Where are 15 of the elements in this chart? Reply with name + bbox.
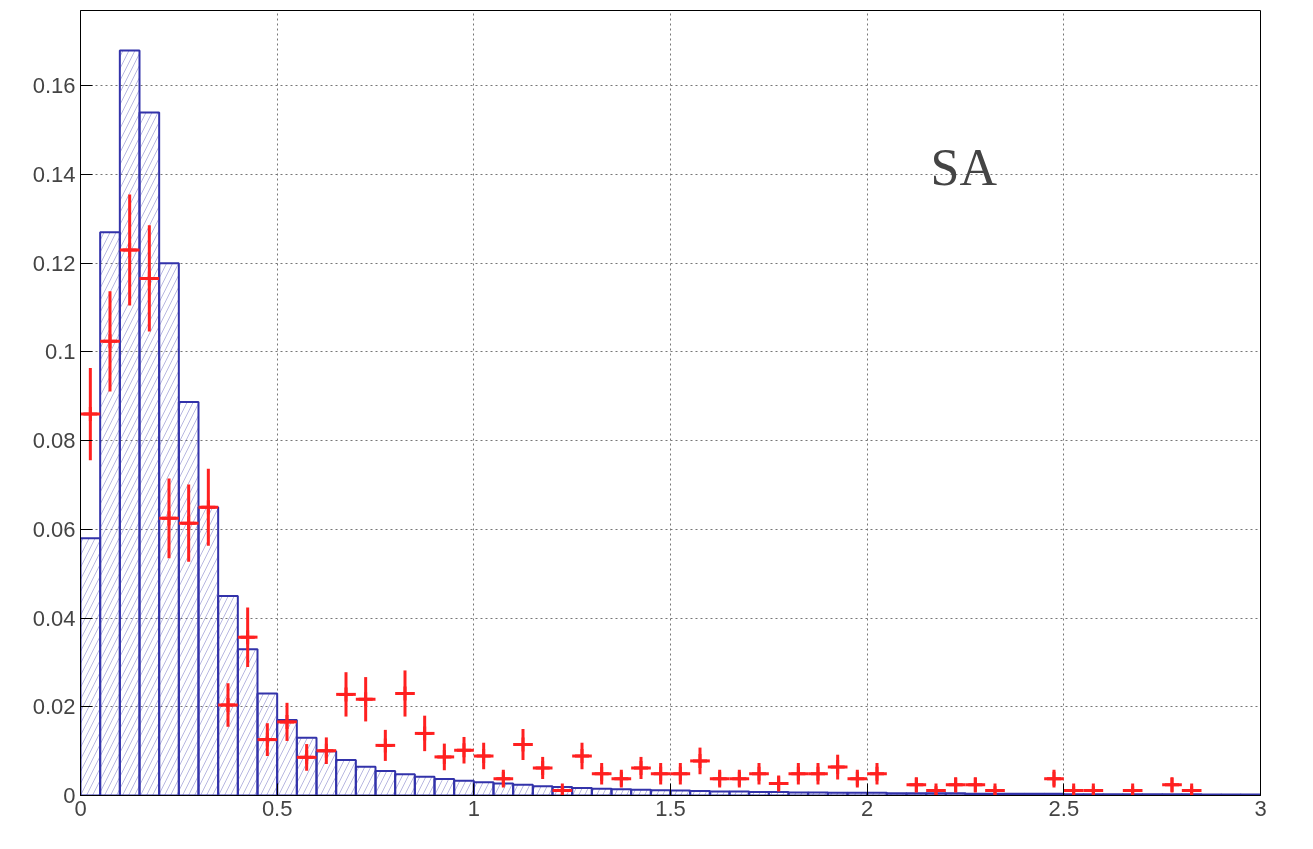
x-tick-label: 3 [1254,795,1267,821]
y-tick-label: 0.12 [32,250,76,276]
x-tick-label: 2 [861,795,874,821]
x-tick-label: 2.5 [1048,795,1080,821]
y-tick-label: 0.02 [32,694,76,720]
x-tick-label: 0.5 [261,795,293,821]
y-tick-label: 0.16 [32,73,76,99]
x-tick-label: 1 [467,795,480,821]
x-tick-label: 1.5 [655,795,686,821]
y-tick-label: 0.14 [32,162,76,188]
y-tick-label: 0.04 [32,605,76,631]
y-tick-label: 0.06 [32,516,76,542]
y-tick-label: 0.1 [44,339,76,365]
annotation: SA [930,138,998,196]
y-tick-label: 0.08 [32,428,76,454]
